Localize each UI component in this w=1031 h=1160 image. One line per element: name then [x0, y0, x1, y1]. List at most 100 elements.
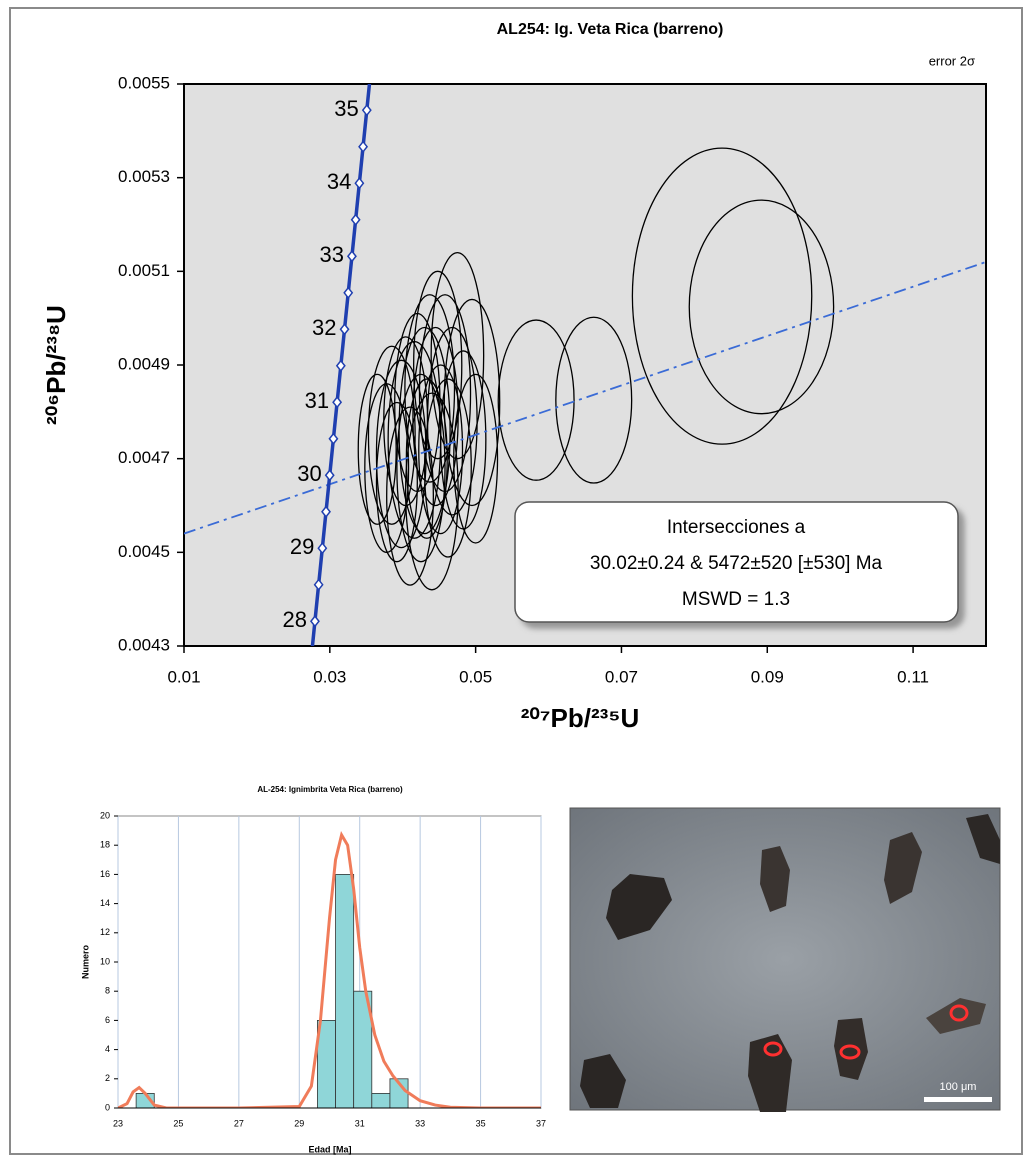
annotation-frame	[514, 501, 959, 623]
y-tick-label: 0.0043	[118, 635, 170, 654]
age-marker	[358, 140, 369, 153]
error-ellipse	[404, 294, 456, 483]
age-marker	[361, 103, 372, 117]
y-axis-label: ²⁰⁶Pb/²³⁸U	[41, 305, 71, 425]
x-tick-label: 27	[234, 1118, 244, 1128]
y-tick-label: 0.0045	[118, 542, 170, 561]
crystal	[966, 814, 1000, 864]
error-ellipse	[396, 373, 446, 563]
crystal	[748, 1034, 792, 1112]
annotation-text: 30.02±0.24 & 5472±520 [±530] Ma	[590, 553, 883, 574]
annotation-box	[514, 501, 959, 623]
error-ellipse	[443, 298, 501, 507]
age-marker	[317, 542, 328, 555]
x-axis-label: Edad [Ma]	[308, 1144, 351, 1154]
age-label: 29	[290, 534, 314, 559]
error-ellipse	[375, 401, 418, 563]
y-tick-label: 4	[105, 1044, 110, 1054]
age-marker	[339, 323, 350, 336]
error-ellipse	[367, 345, 416, 525]
chart-title: AL254: Ig. Veta Rica (barreno)	[497, 21, 724, 38]
error-ellipse	[413, 270, 463, 460]
error-ellipse	[688, 199, 835, 415]
scale-bar	[924, 1097, 992, 1102]
x-tick-label: 29	[294, 1118, 304, 1128]
x-tick-label: 35	[476, 1118, 486, 1128]
discordia-line	[184, 261, 986, 535]
age-marker	[350, 213, 361, 226]
spot-marker	[949, 1004, 969, 1022]
x-tick-label: 0.05	[459, 667, 492, 686]
age-marker	[328, 432, 339, 445]
x-tick-label: 0.01	[167, 667, 200, 686]
annotation-text: MSWD = 1.3	[682, 589, 790, 610]
crystal	[580, 1054, 626, 1108]
age-marker	[324, 469, 335, 482]
annotation-text: Intersecciones a	[667, 517, 806, 538]
y-tick-label: 0	[105, 1102, 110, 1112]
age-marker	[354, 176, 365, 190]
y-tick-label: 20	[100, 810, 110, 820]
crystal	[884, 832, 922, 904]
x-tick-label: 25	[173, 1118, 183, 1128]
y-axis-label: Numero	[80, 945, 90, 980]
crystal	[606, 874, 672, 940]
x-tick-label: 37	[536, 1118, 546, 1128]
age-marker	[332, 396, 343, 409]
error-ellipse	[386, 406, 434, 586]
age-label: 32	[312, 315, 336, 340]
y-tick-label: 0.0053	[118, 167, 170, 186]
error-ellipse	[423, 378, 472, 558]
error-ellipse	[418, 364, 464, 535]
error-ellipse	[357, 373, 397, 525]
density-curve	[118, 831, 541, 1108]
histogram-bar	[371, 1093, 391, 1109]
x-tick-label: 0.11	[897, 667, 929, 686]
x-tick-label: 33	[415, 1118, 425, 1128]
age-label: 30	[297, 461, 321, 486]
plot-layer: 28 29 30 31 32 33 34 35	[184, 84, 986, 646]
x-tick-label: 31	[355, 1118, 365, 1128]
age-marker	[309, 615, 320, 628]
error-ellipse	[453, 373, 499, 544]
y-tick-label: 2	[105, 1073, 110, 1083]
axis-layer: 0.0043 0.0045 0.0047 0.0049 0.0051 0.0053 0.00…	[118, 73, 929, 686]
age-label: 34	[327, 169, 351, 194]
spot-marker	[839, 1044, 861, 1060]
error-ellipse	[430, 251, 485, 460]
x-tick-label: 0.09	[751, 667, 784, 686]
error-note: error 2σ	[929, 53, 975, 68]
error-ellipse	[631, 147, 813, 445]
spot-marker	[763, 1041, 783, 1057]
crystal	[926, 998, 986, 1034]
y-tick-label: 8	[105, 986, 110, 996]
crystal	[834, 1018, 868, 1080]
error-ellipse	[497, 319, 575, 481]
y-tick-label: 12	[100, 927, 110, 937]
crystal	[760, 846, 790, 912]
scale-label: 100 μm	[940, 1081, 977, 1093]
chart-title: AL-254: Ignimbrita Veta Rica (barreno)	[257, 785, 403, 794]
age-marker	[313, 578, 324, 591]
error-ellipse	[555, 316, 633, 484]
age-label: 31	[305, 388, 329, 413]
age-label: 28	[282, 607, 306, 632]
age-marker	[321, 505, 331, 518]
curve-layer	[118, 831, 541, 1108]
plot-layer: 23 25 27 29 31 33 35 37 0 2 4 6 8 10 12 14 16 18 20	[100, 810, 546, 1128]
age-label: 35	[334, 96, 358, 121]
age-marker	[343, 286, 354, 299]
y-tick-label: 6	[105, 1015, 110, 1025]
y-tick-label: 0.0051	[118, 261, 170, 280]
photo: 100 μm	[569, 807, 1001, 1112]
error-ellipse	[398, 326, 451, 535]
age-label: 33	[319, 242, 343, 267]
y-tick-label: 0.0055	[118, 73, 170, 92]
y-tick-label: 10	[100, 956, 110, 966]
x-axis-label: ²⁰⁷Pb/²³⁵U	[521, 703, 640, 733]
y-tick-label: 0.0049	[118, 354, 170, 373]
y-tick-label: 16	[100, 869, 110, 879]
y-tick-label: 0.0047	[118, 448, 170, 467]
y-tick-label: 18	[100, 840, 110, 850]
